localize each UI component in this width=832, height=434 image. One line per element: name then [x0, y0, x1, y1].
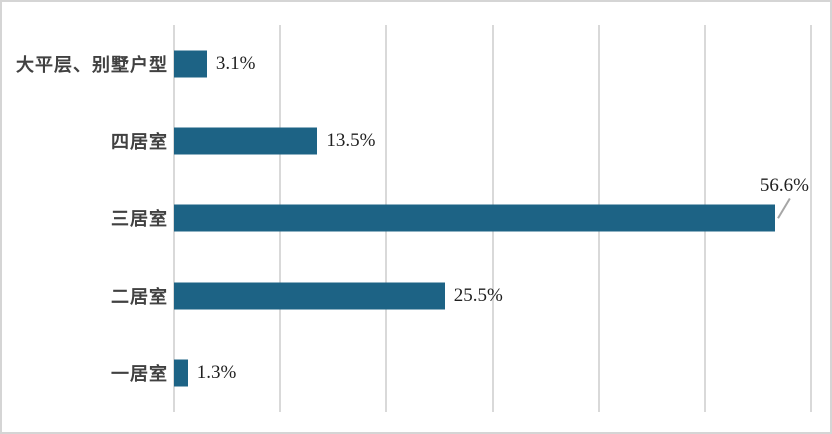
bar: [174, 282, 445, 310]
bar-row: 3.1%: [174, 25, 811, 102]
bar-row: 56.6%: [174, 175, 811, 257]
category-label: 大平层、别墅户型: [16, 54, 168, 75]
value-label: 3.1%: [215, 52, 256, 74]
bar: [174, 359, 188, 387]
category-label: 二居室: [111, 286, 168, 307]
bar-row: 13.5%: [174, 102, 811, 179]
value-label: 1.3%: [196, 362, 237, 384]
value-label: 25.5%: [453, 284, 503, 306]
category-axis: 大平层、别墅户型四居室三居室二居室一居室: [2, 25, 168, 412]
bar-row: 25.5%: [174, 257, 811, 334]
bar-row: 1.3%: [174, 335, 811, 412]
category-label: 一居室: [111, 364, 168, 385]
value-label: 56.6%: [759, 174, 809, 196]
value-label: 13.5%: [326, 130, 376, 152]
plot-area: 3.1% 13.5% 56.6% 25.5% 1.3%: [173, 25, 812, 412]
category-label: 四居室: [111, 132, 168, 153]
bar-rows: 3.1% 13.5% 56.6% 25.5% 1.3%: [174, 25, 811, 412]
category-label: 三居室: [111, 209, 168, 230]
gridline: [810, 25, 812, 412]
bar: [174, 50, 207, 78]
bar: [174, 204, 775, 232]
leader-line: [777, 197, 791, 219]
bar: [174, 127, 318, 155]
